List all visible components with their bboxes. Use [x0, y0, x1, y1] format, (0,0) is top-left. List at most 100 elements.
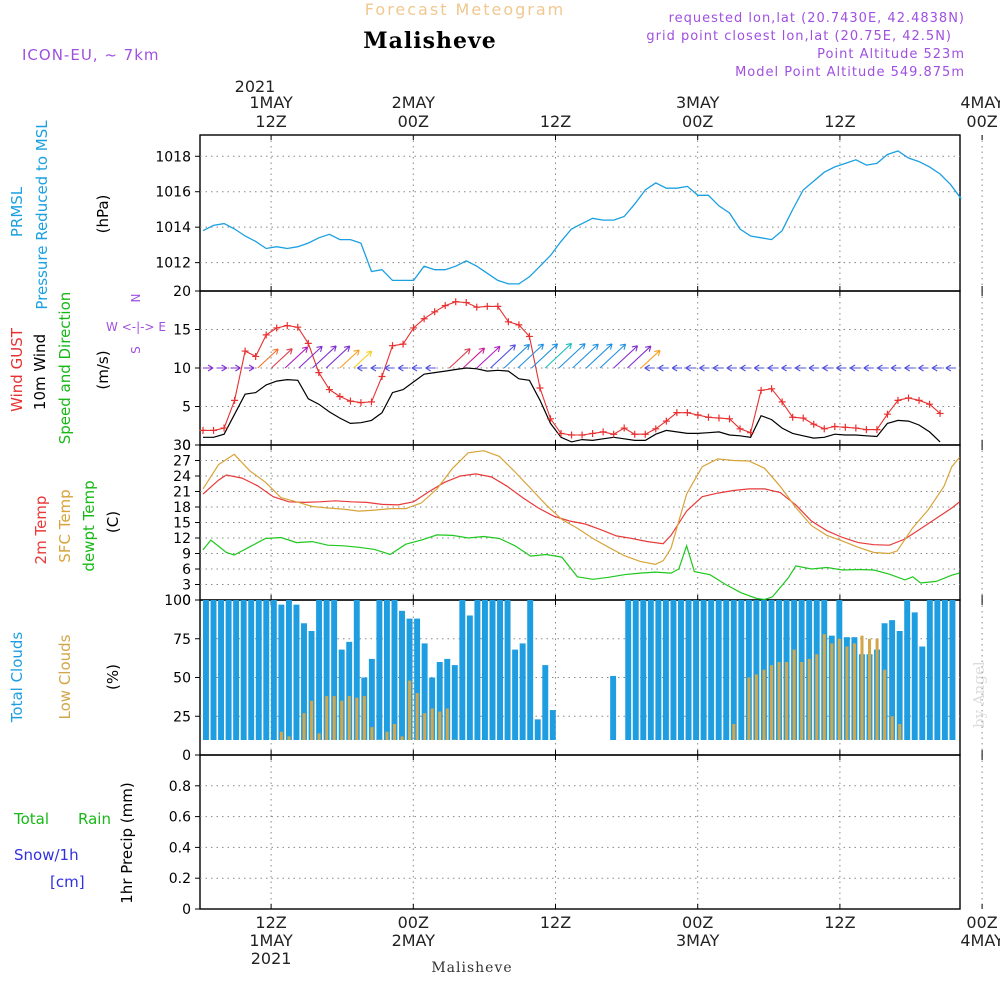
wind-direction-arrow-38: [712, 364, 724, 372]
gust-marker-68: [915, 396, 923, 404]
low-cloud-bar-79: [800, 662, 804, 740]
model-label: ICON-EU, ~ 7km: [22, 46, 160, 64]
top-time-label-1-1: 00Z: [398, 112, 429, 131]
gust-marker-12: [325, 386, 333, 394]
total-cloud-bar-69: [723, 600, 730, 740]
total-cloud-bar-24: [383, 600, 390, 740]
wind-direction-arrow-54: [931, 364, 943, 372]
wind-direction-arrow-35: [671, 364, 683, 372]
gust-marker-7: [273, 324, 281, 332]
top-time-label-5-1: 00Z: [966, 112, 997, 131]
gust-marker-67: [905, 394, 913, 402]
low-cloud-bar-31: [438, 711, 442, 740]
wind-direction-arrow-39: [726, 364, 737, 372]
total-cloud-bar-92: [896, 631, 903, 740]
wind-direction-arrow-4: [257, 348, 279, 369]
meteogram-panels: 1012101410161018051015200369121518212427…: [155, 134, 983, 918]
gust-marker-19: [399, 340, 407, 348]
total-cloud-bar-39: [497, 600, 503, 740]
low-cloud-bar-91: [890, 716, 894, 740]
gust-marker-39: [610, 430, 618, 438]
gust-marker-0: [199, 426, 207, 434]
bottom-time-label-3-0: 00Z: [682, 913, 713, 932]
wind-direction-arrow-33: [644, 364, 655, 372]
wind-direction-arrow-46: [822, 364, 833, 372]
low-cloud-bar-87: [860, 635, 864, 740]
total-cloud-bar-96: [926, 600, 933, 740]
wind-label-gust: Wind GUST: [8, 327, 26, 412]
total-cloud-bar-0: [203, 600, 209, 740]
gust-marker-44: [662, 417, 670, 425]
gust-marker-70: [936, 409, 944, 417]
temp-ytick-label-7: 21: [173, 485, 191, 501]
gust-marker-3: [231, 396, 239, 404]
low-cloud-bar-32: [445, 708, 449, 740]
wind-direction-arrow-41: [753, 364, 765, 372]
pressure-ytick-label-3: 1018: [155, 149, 191, 165]
total-cloud-bar-94: [911, 612, 918, 740]
total-cloud-bar-43: [527, 600, 534, 740]
low-cloud-bar-33: [453, 739, 457, 740]
total-cloud-bar-63: [678, 600, 684, 740]
temp-ytick-label-3: 9: [182, 547, 191, 563]
wind-direction-arrow-45: [808, 364, 820, 372]
gust-marker-59: [820, 425, 828, 433]
total-cloud-bar-8: [263, 600, 270, 740]
gust-marker-38: [599, 428, 607, 436]
gust-marker-33: [546, 415, 554, 423]
chart-title: Forecast Meteogram: [365, 0, 565, 19]
temp-ytick-label-4: 12: [173, 531, 191, 547]
wind-direction-arrow-37: [699, 364, 710, 372]
gust-marker-4: [241, 347, 249, 355]
gust-marker-28: [494, 302, 502, 310]
low-cloud-bar-78: [792, 649, 796, 740]
gust-marker-41: [631, 430, 639, 438]
wind-label-10m: 10m Wind: [31, 334, 49, 410]
total-cloud-bar-5: [240, 600, 247, 740]
wind-direction-arrow-15: [398, 364, 409, 372]
wind-direction-arrow-34: [658, 364, 669, 372]
gust-marker-1: [210, 426, 218, 434]
wind-direction-arrow-53: [918, 364, 929, 372]
total-cloud-bar-45: [542, 665, 549, 740]
wind-direction-arrow-7: [298, 345, 323, 369]
total-cloud-bar-23: [376, 600, 383, 740]
bottom-time-label-5-0: 00Z: [966, 913, 997, 932]
gust-marker-36: [578, 431, 586, 439]
pressure-ytick-label-2: 1016: [155, 185, 191, 201]
low-cloud-bar-83: [830, 643, 834, 740]
wind-direction-arrow-27: [572, 343, 599, 369]
low-cloud-bar-88: [868, 638, 872, 740]
temp-ytick-label-9: 27: [173, 454, 191, 470]
total-cloud-bar-10: [278, 604, 285, 740]
bottom-time-label-0-2: 2021: [251, 949, 292, 968]
wind-direction-arrow-3: [244, 364, 255, 372]
total-cloud-bar-11: [285, 600, 292, 740]
low-cloud-bar-89: [875, 638, 879, 740]
total-cloud-bar-93: [904, 600, 911, 740]
gust-marker-26: [473, 303, 481, 311]
wind-direction-arrow-24: [531, 343, 559, 369]
gust-marker-10: [304, 339, 312, 347]
total-cloud-bar-32: [444, 658, 451, 740]
total-cloud-bar-66: [700, 600, 707, 740]
total-cloud-bar-60: [655, 600, 662, 740]
temp-ytick-label-8: 24: [173, 469, 191, 485]
total-cloud-bar-9: [270, 600, 277, 740]
wind-direction-arrow-36: [685, 364, 696, 372]
pressure-ytick-label-1: 1014: [155, 220, 191, 236]
low-cloud-bar-81: [815, 654, 819, 740]
low-cloud-bar-75: [770, 665, 774, 740]
cloud-ylabels: Total Clouds Low Clouds (%): [8, 632, 122, 724]
low-cloud-bar-90: [883, 669, 887, 740]
wind-direction-arrow-17: [425, 364, 436, 372]
gust-marker-31: [525, 332, 533, 340]
top-time-label-1-0: 2MAY: [392, 93, 436, 112]
gust-marker-46: [683, 409, 691, 417]
wind-direction-arrow-1: [216, 364, 227, 372]
wind-direction-arrow-48: [849, 364, 861, 372]
total-cloud-bar-37: [481, 600, 488, 740]
clouds-ytick-label-2: 50: [173, 671, 191, 687]
